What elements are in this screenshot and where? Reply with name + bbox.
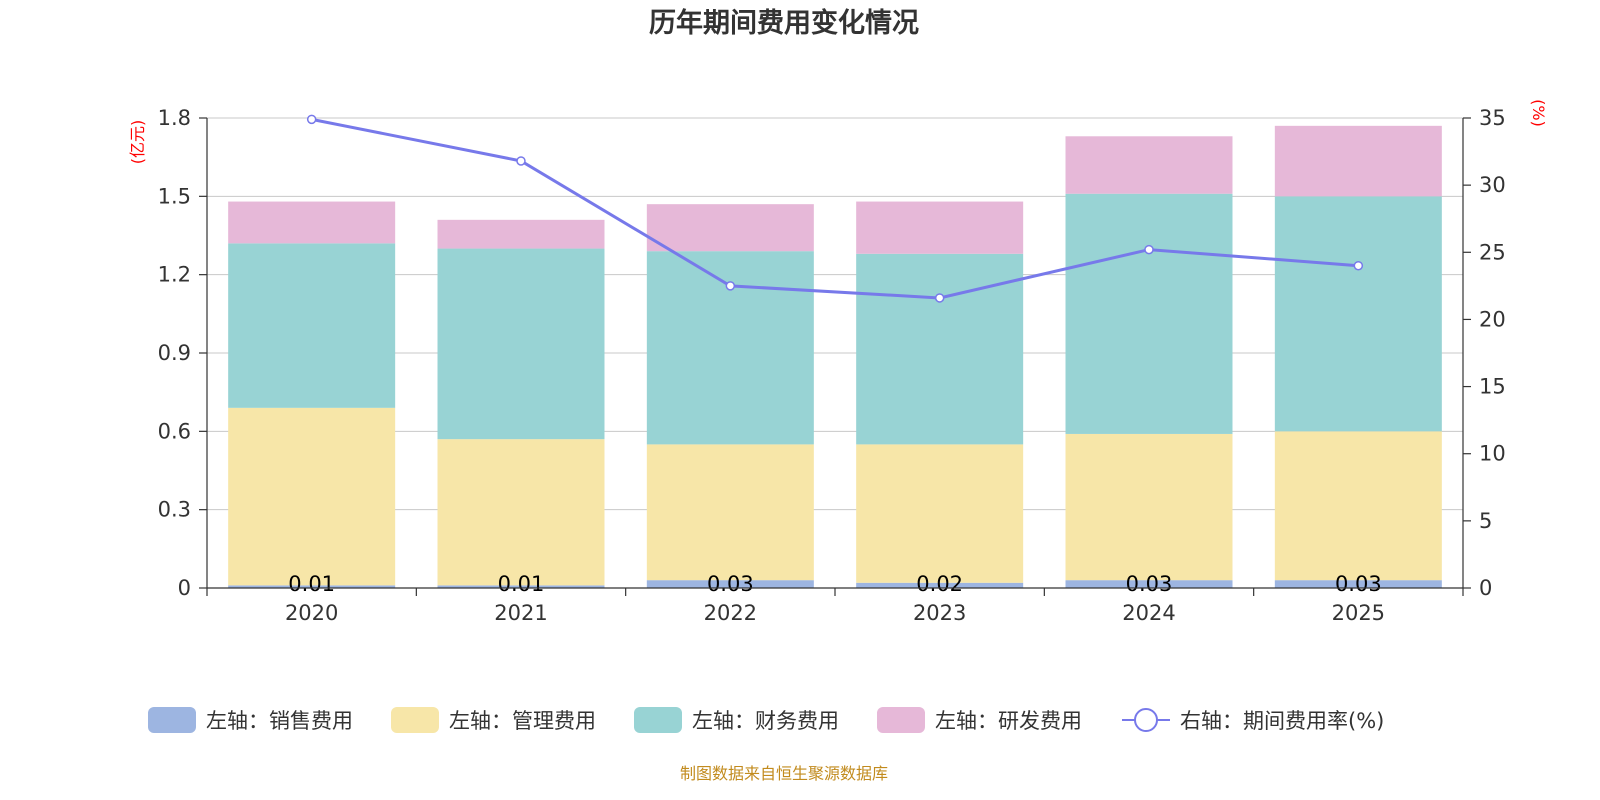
bar-segment	[646, 444, 814, 581]
bar-segment	[1274, 431, 1442, 581]
left-tick-label: 0.9	[158, 341, 191, 365]
left-tick-label: 1.2	[158, 263, 191, 287]
bar-segment	[856, 253, 1024, 445]
data-label: 0.02	[916, 572, 963, 596]
bar-segment	[228, 407, 396, 586]
legend-swatch	[148, 707, 196, 733]
data-label: 0.03	[707, 572, 754, 596]
bar-segment	[646, 251, 814, 445]
bar-segment	[646, 580, 814, 588]
bar-segment	[228, 243, 396, 408]
right-tick-label: 35	[1479, 106, 1506, 130]
source-note: 制图数据来自恒生聚源数据库	[680, 764, 888, 783]
left-axis-unit: (亿元)	[128, 120, 147, 165]
x-tick-label: 2021	[494, 601, 547, 625]
legend: 左轴：销售费用 左轴：管理费用 左轴：财务费用 左轴：研发费用 右轴：期间费用率(%)	[148, 707, 1384, 733]
legend-swatch	[877, 707, 925, 733]
bar-segment	[228, 201, 396, 244]
right-tick-label: 5	[1479, 509, 1492, 533]
bar-segment	[1065, 193, 1233, 434]
rate-point	[306, 114, 317, 125]
legend-swatch	[634, 707, 682, 733]
bar-segment	[1274, 580, 1442, 588]
bar-segment	[646, 204, 814, 252]
x-tick-label: 2023	[913, 601, 966, 625]
bar-segment	[1065, 580, 1233, 588]
legend-label: 左轴：管理费用	[449, 709, 596, 733]
legend-label: 左轴：销售费用	[206, 709, 353, 733]
left-tick-label: 0.3	[158, 498, 191, 522]
bar-segment	[228, 585, 396, 588]
rate-point	[516, 156, 526, 166]
right-axis-unit: (%)	[1529, 99, 1548, 127]
rate-line	[306, 114, 1364, 303]
x-tick-label: 2025	[1332, 601, 1385, 625]
left-tick-label: 0	[178, 576, 191, 600]
data-label: 0.03	[1126, 572, 1173, 596]
bar-segment	[437, 439, 605, 586]
right-tick-label: 25	[1479, 240, 1506, 264]
left-tick-label: 0.6	[158, 419, 191, 443]
legend-label: 右轴：期间费用率(%)	[1180, 709, 1384, 733]
rate-point	[725, 281, 736, 291]
legend-label: 左轴：财务费用	[692, 709, 839, 733]
bar-segment	[1065, 433, 1233, 581]
right-tick-label: 15	[1479, 375, 1506, 399]
right-tick-label: 20	[1479, 307, 1506, 331]
bar-segment	[1274, 196, 1442, 432]
grid	[207, 117, 1463, 511]
x-tick-label: 2022	[704, 601, 757, 625]
right-tick-label: 30	[1479, 173, 1506, 197]
legend-label: 左轴：研发费用	[935, 709, 1082, 733]
data-label: 0.01	[498, 572, 545, 596]
rate-line-path	[311, 117, 1359, 300]
right-tick-label: 0	[1479, 576, 1492, 600]
rate-point	[934, 293, 945, 303]
bar-segment	[856, 444, 1024, 583]
right-tick-label: 10	[1479, 442, 1506, 466]
rate-point	[1144, 244, 1154, 255]
rate-point	[1353, 260, 1364, 271]
bar-segment	[1065, 136, 1233, 194]
legend-swatch	[391, 707, 439, 733]
left-tick-label: 1.5	[158, 184, 191, 208]
bars: 0.01 0.01 0.03 0.02 0.03 0.03	[228, 125, 1442, 596]
legend-marker	[1134, 708, 1158, 732]
bar-segment	[1274, 125, 1442, 197]
chart-title: 历年期间费用变化情况	[649, 7, 919, 39]
left-tick-label: 1.8	[158, 106, 191, 130]
data-label: 0.03	[1335, 572, 1382, 596]
bar-segment	[437, 585, 605, 588]
bar-segment	[856, 582, 1024, 588]
bar-segment	[437, 219, 605, 249]
x-tick-label: 2020	[285, 601, 338, 625]
bar-segment	[437, 248, 605, 440]
bar-segment	[856, 201, 1024, 254]
data-label: 0.01	[288, 572, 335, 596]
x-tick-label: 2024	[1122, 601, 1175, 625]
